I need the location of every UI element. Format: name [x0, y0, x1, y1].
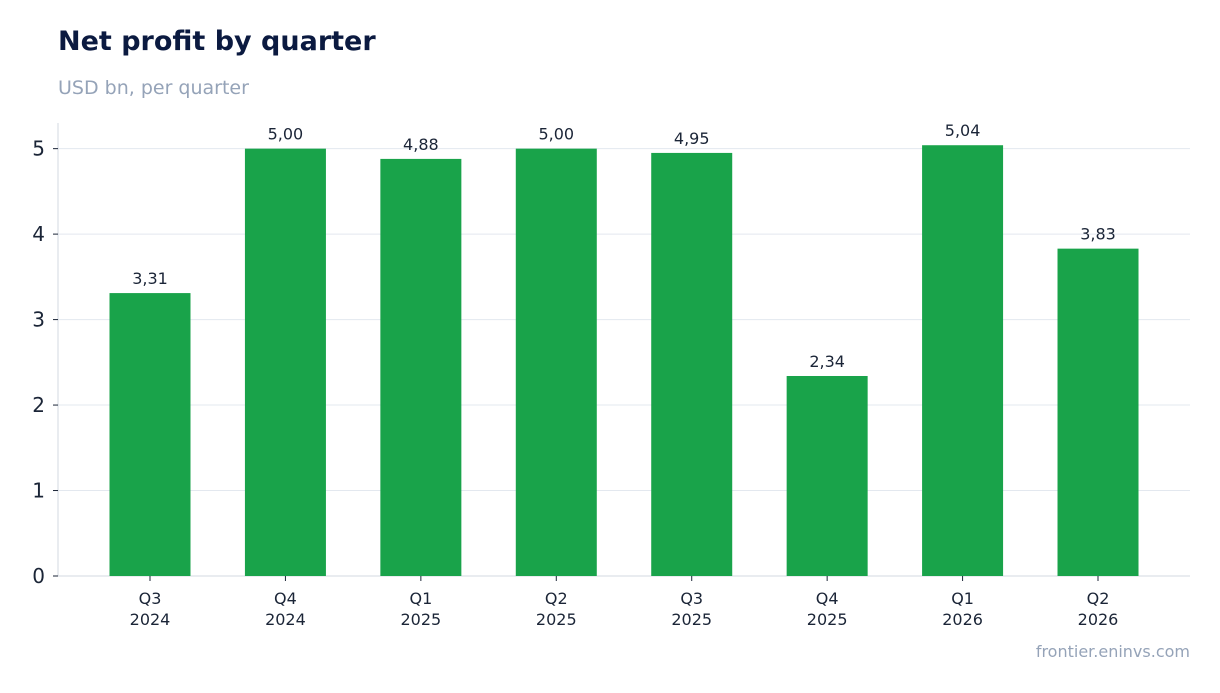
bar: [1057, 248, 1139, 576]
x-tick-label-year: 2026: [1078, 610, 1119, 629]
bar: [651, 152, 733, 576]
data-label: 3,31: [132, 269, 168, 288]
chart-title: Net profit by quarter: [58, 26, 376, 57]
x-axis-ticks: Q3 2024 Q4 2024 Q1 2025 Q2 2025 Q3 2025 Q4 2025 Q1 20…: [130, 576, 1119, 629]
bar: [109, 293, 191, 576]
y-tick-label: 0: [32, 564, 45, 588]
data-labels: 3,31 5,00 4,88 5,00 4,95 2,34 5,04 3,83: [132, 121, 1116, 371]
x-tick-label-quarter: Q1: [951, 589, 974, 608]
x-tick-label-year: 2025: [807, 610, 848, 629]
x-tick-label-quarter: Q2: [545, 589, 568, 608]
y-tick-label: 1: [32, 479, 45, 503]
bar: [786, 375, 868, 576]
bar: [244, 148, 326, 576]
y-tick-label: 5: [32, 137, 45, 161]
bar: [922, 145, 1004, 576]
y-tick-label: 3: [32, 308, 45, 332]
data-label: 3,83: [1080, 225, 1116, 244]
x-tick-label-quarter: Q1: [409, 589, 432, 608]
bar: [380, 158, 462, 576]
x-tick-label-year: 2025: [671, 610, 712, 629]
grid-lines: [58, 148, 1190, 492]
data-label: 2,34: [809, 352, 845, 371]
x-tick-label-year: 2024: [265, 610, 306, 629]
bar: [515, 148, 597, 576]
x-tick-label-quarter: Q4: [274, 589, 297, 608]
x-tick-label-quarter: Q4: [816, 589, 839, 608]
chart-subtitle: USD bn, per quarter: [58, 77, 249, 99]
x-tick-label-quarter: Q3: [680, 589, 703, 608]
x-tick-label-quarter: Q3: [139, 589, 162, 608]
y-tick-label: 2: [32, 393, 45, 417]
y-tick-label: 4: [32, 222, 45, 246]
data-label: 5,04: [945, 121, 981, 140]
data-label: 4,88: [403, 135, 439, 154]
x-tick-label-year: 2025: [401, 610, 442, 629]
x-tick-label-year: 2026: [942, 610, 983, 629]
source-credit: frontier.eninvs.com: [1035, 642, 1190, 661]
data-label: 5,00: [268, 125, 304, 144]
data-label: 5,00: [538, 125, 574, 144]
x-tick-label-year: 2025: [536, 610, 577, 629]
x-tick-label-quarter: Q2: [1087, 589, 1110, 608]
axes: [57, 123, 1190, 577]
y-axis-ticks: 0 1 2 3 4 5: [32, 137, 58, 588]
bars: [109, 145, 1139, 576]
x-tick-label-year: 2024: [130, 610, 171, 629]
data-label: 4,95: [674, 129, 710, 148]
